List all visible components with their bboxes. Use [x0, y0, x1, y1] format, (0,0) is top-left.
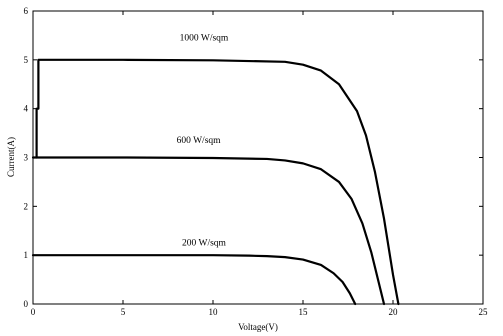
x-tick-label: 20: [389, 307, 399, 317]
axis-ticks: 0 5 10 15 20 25 0 1 2 3 4 5 6: [24, 6, 489, 317]
x-tick-label: 10: [209, 307, 219, 317]
annotation-group: 1000 W/sqm 600 W/sqm 200 W/sqm: [177, 33, 229, 248]
y-tick-label: 5: [24, 55, 29, 65]
series-line-3: [31, 254, 357, 306]
series-line-1: [35, 58, 400, 306]
y-axis-title: Current(A): [6, 137, 16, 177]
series-line-2: [31, 156, 386, 306]
y-tick-label: 1: [24, 250, 29, 260]
series-group: [31, 58, 400, 306]
y-tick-label: 0: [24, 299, 29, 309]
x-tick-label: 25: [479, 307, 489, 317]
x-tick-label: 5: [121, 307, 126, 317]
irradiance-label: 1000 W/sqm: [180, 33, 229, 43]
y-tick-label: 3: [24, 153, 29, 163]
x-tick-label: 15: [299, 307, 309, 317]
y-tick-label: 6: [24, 6, 29, 16]
y-tick-label: 2: [24, 201, 29, 211]
irradiance-label: 600 W/sqm: [177, 136, 222, 146]
x-tick-label: 0: [31, 307, 36, 317]
y-tick-label: 4: [24, 104, 29, 114]
irradiance-label: 200 W/sqm: [182, 238, 227, 248]
x-axis-title: Voltage(V): [238, 322, 278, 332]
